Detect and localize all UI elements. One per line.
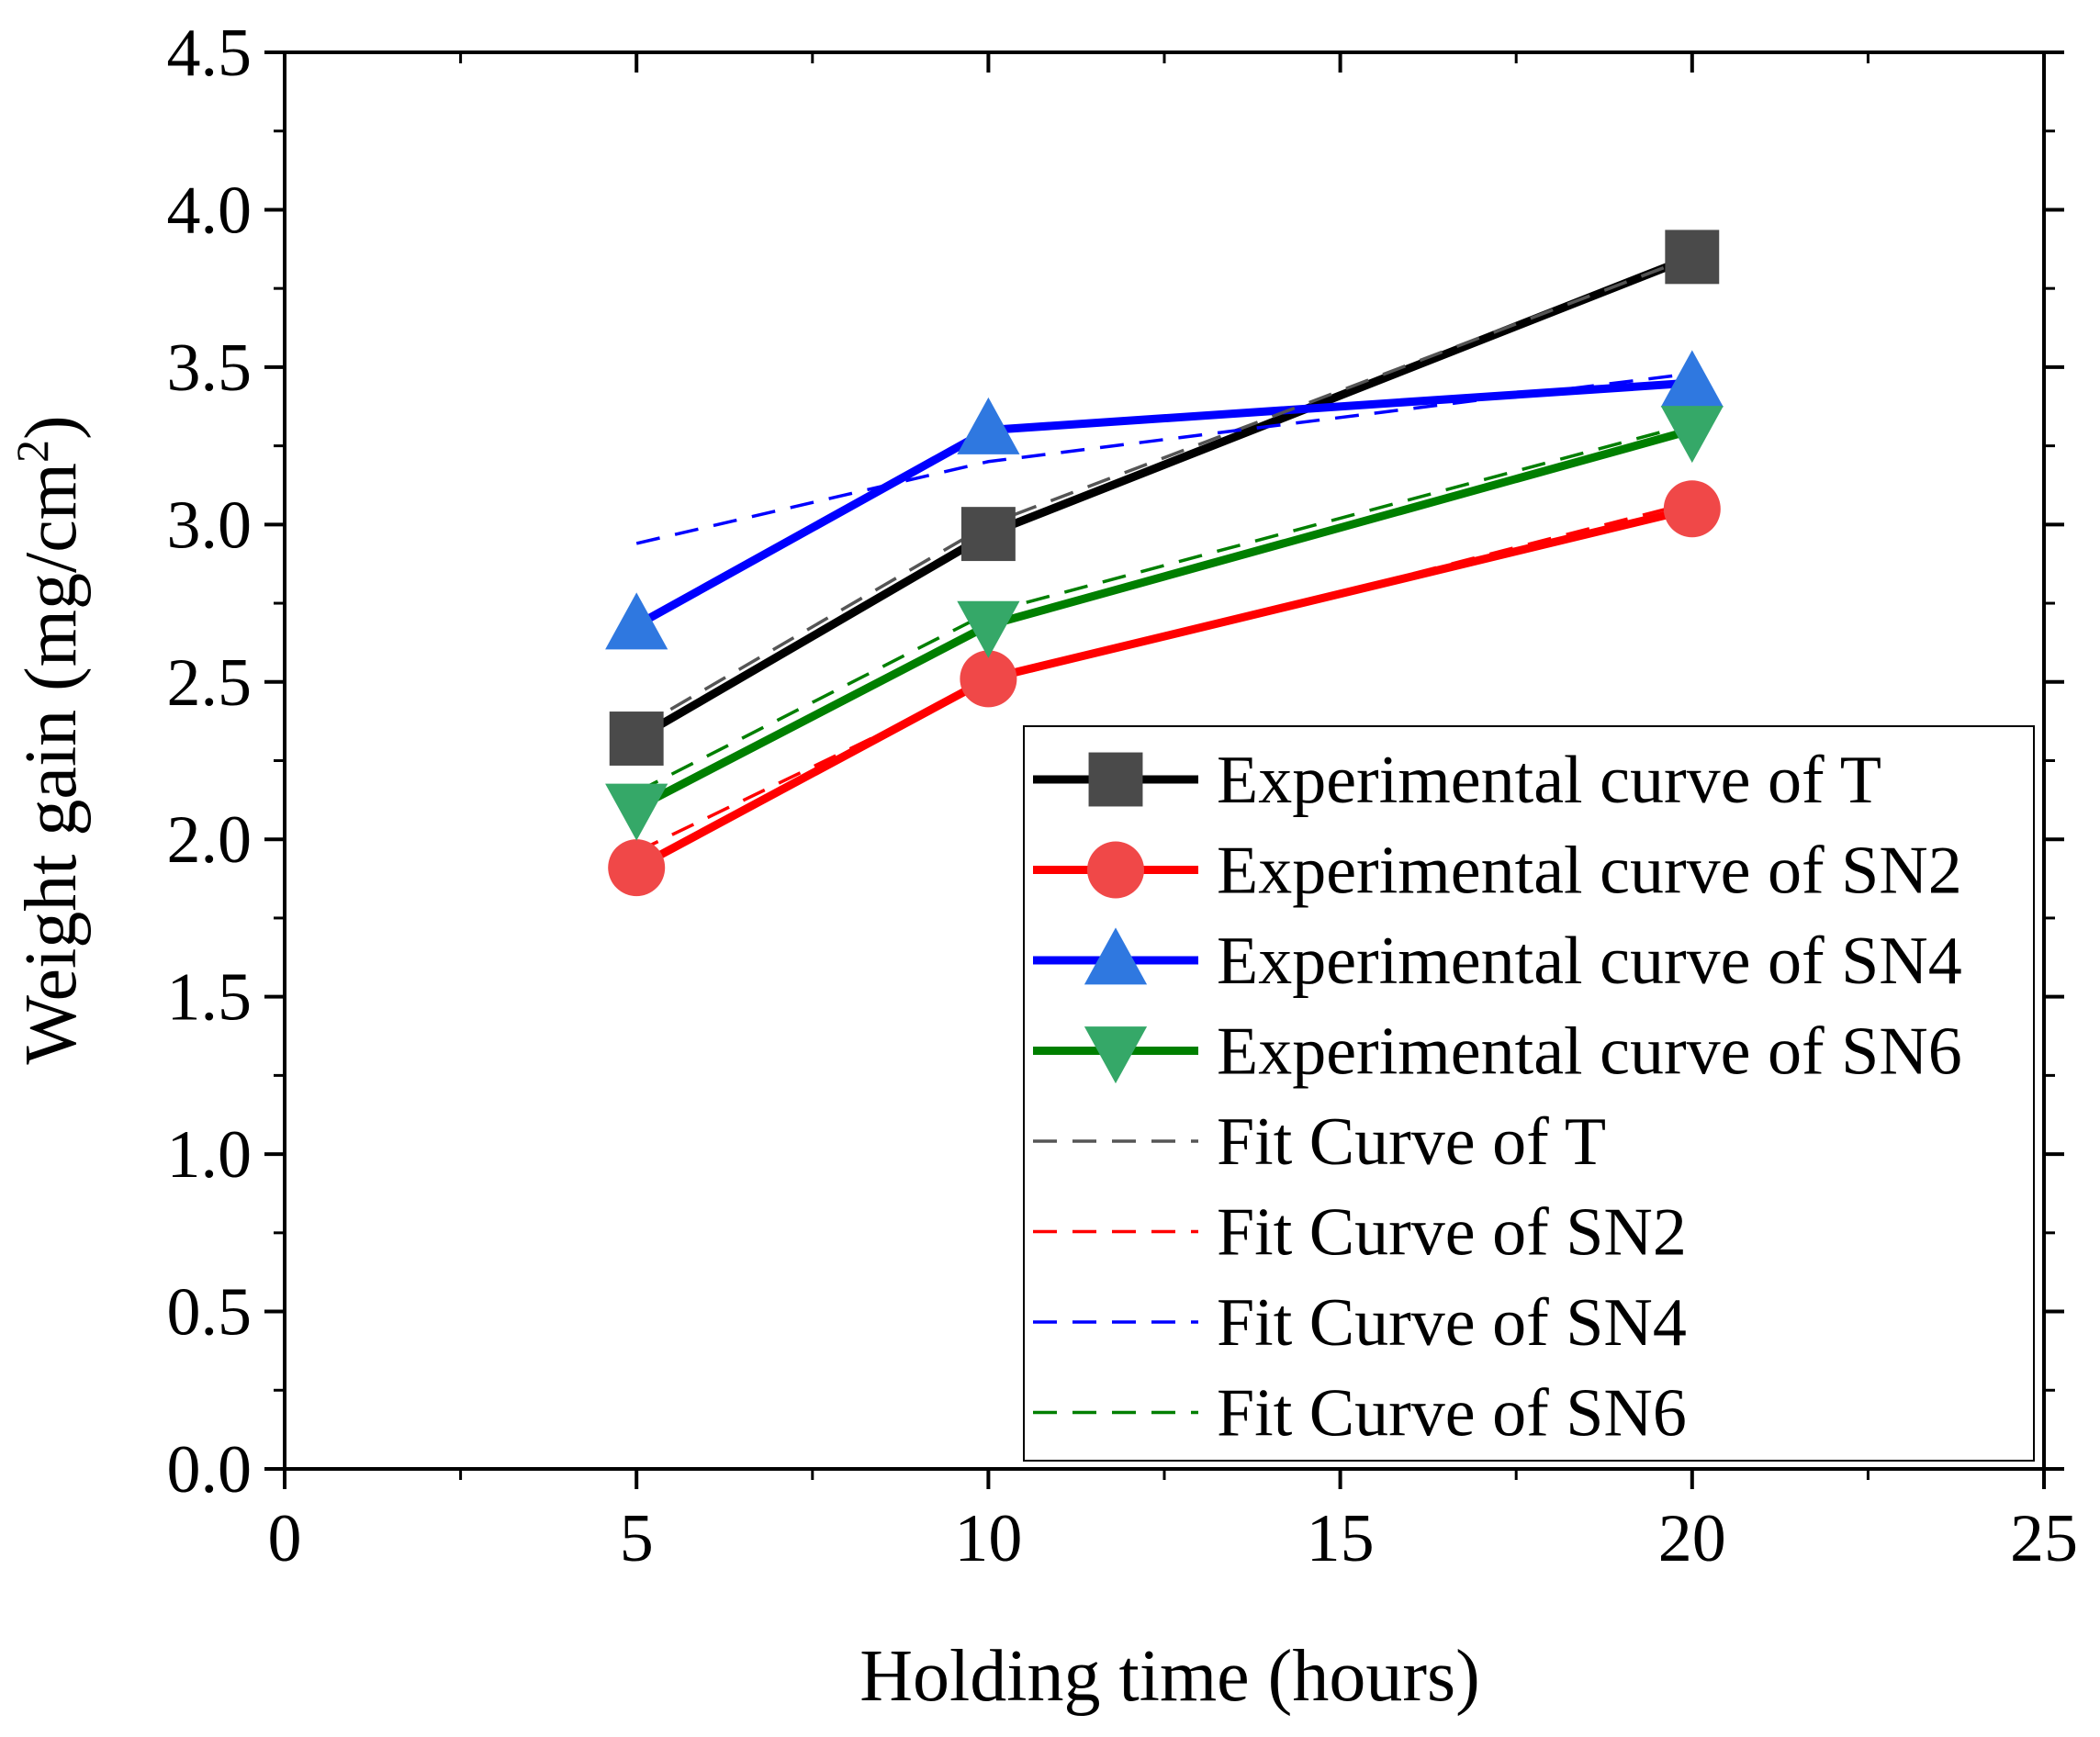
legend-entry: Fit Curve of SN2	[1033, 1195, 1687, 1271]
legend-entry: Fit Curve of SN4	[1033, 1285, 1687, 1361]
legend-label: Experimental curve of SN4	[1217, 924, 1962, 999]
legend-marker	[1084, 1026, 1148, 1084]
legend-box	[1023, 725, 2035, 1462]
data-point	[957, 600, 1020, 658]
data-point	[605, 783, 668, 841]
x-tick-label: 25	[2010, 1501, 2078, 1576]
data-point	[608, 839, 666, 897]
legend-label: Fit Curve of SN2	[1217, 1195, 1687, 1271]
legend-marker	[1084, 927, 1148, 985]
markers-experimental-curve-of-t	[609, 230, 1720, 766]
fit-line	[635, 500, 1693, 854]
legend-label: Fit Curve of SN4	[1217, 1285, 1687, 1361]
legend-label: Experimental curve of T	[1217, 743, 1881, 818]
x-tick-label: 5	[620, 1501, 654, 1576]
legend-label: Fit Curve of SN6	[1217, 1376, 1687, 1451]
legend-marker	[1087, 841, 1144, 899]
axis-ticks	[264, 50, 2064, 1489]
fit-line	[635, 372, 1693, 545]
legend-entry: Fit Curve of SN6	[1033, 1376, 1687, 1451]
data-point	[957, 397, 1020, 454]
y-tick-label: 2.0	[167, 802, 253, 878]
y-tick-label: 1.0	[167, 1117, 253, 1193]
markers-experimental-curve-of-sn2	[608, 480, 1721, 897]
markers-experimental-curve-of-sn6	[605, 406, 1724, 841]
legend-entry: Experimental curve of SN2	[1033, 834, 1962, 909]
series-fit-curve-of-sn2	[635, 500, 1693, 854]
y-tick-label: 0.5	[167, 1275, 253, 1350]
y-tick-label: 1.5	[167, 960, 253, 1036]
y-tick-label: 4.0	[167, 173, 253, 248]
data-point	[960, 650, 1017, 708]
tick-labels: 0 5 10 15 20 25 0.0 0.5 1.0 1.5 2.0 2.5 3.0 3.5 4.0 4.5	[167, 16, 2079, 1576]
data-point	[1660, 406, 1724, 464]
legend-entry: Experimental curve of SN4	[1033, 924, 1962, 999]
data-point	[1660, 350, 1724, 408]
y-axis-title: Weight gain (mg/cm2)	[6, 415, 92, 1064]
legend-marker	[1088, 752, 1143, 807]
y-axis-title-superscript: 2	[6, 440, 58, 463]
legend-entry: Experimental curve of SN6	[1033, 1014, 1962, 1090]
legend: Experimental curve of T Experimental curv…	[1023, 725, 2035, 1462]
y-axis-title-main: Weight gain (mg/cm	[11, 463, 92, 1065]
data-point	[960, 507, 1016, 562]
data-point	[1665, 230, 1720, 285]
data-point	[605, 592, 668, 650]
x-axis-title: Holding time (hours)	[859, 1636, 1479, 1717]
y-tick-label: 3.5	[167, 331, 253, 406]
x-tick-label: 10	[954, 1501, 1022, 1576]
x-tick-label: 0	[268, 1501, 302, 1576]
x-tick-label: 20	[1658, 1501, 1726, 1576]
y-tick-label: 0.0	[167, 1432, 253, 1507]
legend-label: Experimental curve of SN2	[1217, 834, 1962, 909]
legend-entry: Experimental curve of T	[1033, 743, 1881, 818]
y-tick-label: 2.5	[167, 645, 253, 721]
y-tick-label: 3.0	[167, 487, 253, 563]
legend-label: Experimental curve of SN6	[1217, 1014, 1962, 1090]
data-point	[1663, 480, 1721, 538]
series-fit-curve-of-sn4	[635, 372, 1693, 545]
x-tick-label: 15	[1307, 1501, 1375, 1576]
data-point	[609, 712, 664, 766]
legend-entry: Fit Curve of T	[1033, 1104, 1606, 1180]
series-layer	[605, 230, 1724, 897]
y-axis-title-end: )	[11, 415, 92, 440]
legend-label: Fit Curve of T	[1217, 1104, 1606, 1180]
y-tick-label: 4.5	[167, 16, 253, 91]
markers-experimental-curve-of-sn4	[605, 350, 1724, 650]
